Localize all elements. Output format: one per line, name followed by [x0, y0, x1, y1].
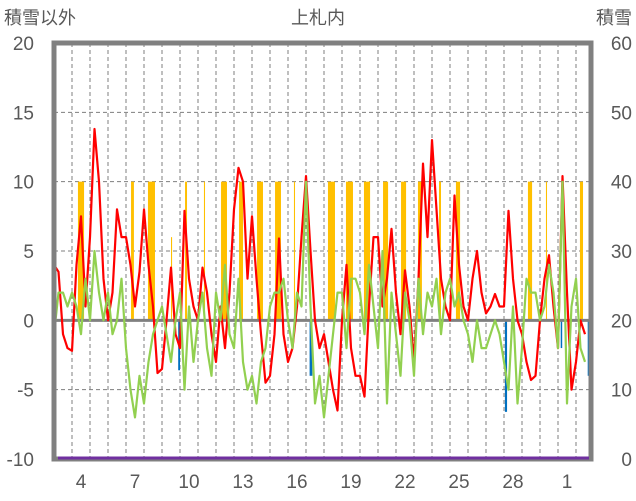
x-tick-label: 16 — [286, 472, 307, 493]
y-tick-left: 15 — [13, 103, 34, 124]
green-series-line — [52, 180, 587, 419]
x-tick-label: 1 — [562, 472, 573, 493]
blue-bar — [504, 320, 508, 412]
y-tick-right: 0 — [621, 450, 632, 471]
orange-bar — [363, 181, 371, 321]
orange-bar — [221, 181, 227, 321]
orange-bar — [293, 181, 296, 321]
orange-bar — [345, 181, 353, 321]
left-axis-label: 積雪以外 — [4, 8, 76, 29]
y-tick-left: 20 — [13, 34, 34, 55]
red-series-line — [53, 127, 587, 412]
orange-bar — [131, 181, 134, 321]
orange-bar — [579, 181, 584, 321]
x-tick-label: 13 — [232, 472, 253, 493]
y-tick-right: 50 — [611, 103, 632, 124]
y-tick-left: 0 — [23, 311, 34, 332]
y-tick-left: 10 — [13, 173, 34, 194]
x-tick-label: 28 — [502, 472, 523, 493]
x-tick-label: 19 — [340, 472, 361, 493]
x-tick-label: 10 — [178, 472, 199, 493]
plot-marks — [51, 40, 594, 462]
orange-bar — [401, 181, 407, 321]
y-tick-labels: 20 60 15 50 10 40 5 30 0 20 -5 10 -10 0 — [7, 34, 632, 471]
x-tick-labels: 4 7 10 13 16 19 22 25 28 1 — [76, 472, 573, 493]
orange-bar — [239, 181, 243, 321]
y-tick-right: 40 — [611, 173, 632, 194]
orange-bar — [185, 181, 188, 321]
orange-bar — [257, 181, 263, 321]
y-tick-left: 5 — [23, 242, 34, 263]
chart-title: 上札内 — [291, 8, 345, 29]
orange-bar — [327, 181, 335, 321]
y-tick-left: -10 — [7, 450, 34, 471]
orange-bar — [545, 181, 548, 321]
y-tick-right: 10 — [611, 381, 632, 402]
x-tick-label: 25 — [448, 472, 469, 493]
gridlines — [54, 43, 591, 459]
x-tick-label: 22 — [394, 472, 415, 493]
right-axis-label: 積雪 — [596, 8, 632, 29]
orange-bar — [203, 181, 206, 321]
y-tick-right: 20 — [611, 311, 632, 332]
blue-bar — [560, 320, 563, 349]
y-tick-left: -5 — [17, 381, 34, 402]
y-tick-right: 60 — [611, 34, 632, 55]
x-tick-label: 7 — [130, 472, 141, 493]
orange-bar — [383, 181, 389, 321]
y-tick-right: 30 — [611, 242, 632, 263]
orange-bar — [527, 181, 533, 321]
orange-bar — [147, 181, 155, 321]
orange-bar — [77, 181, 85, 321]
blue-bar — [309, 320, 313, 376]
x-tick-label: 4 — [76, 472, 87, 493]
